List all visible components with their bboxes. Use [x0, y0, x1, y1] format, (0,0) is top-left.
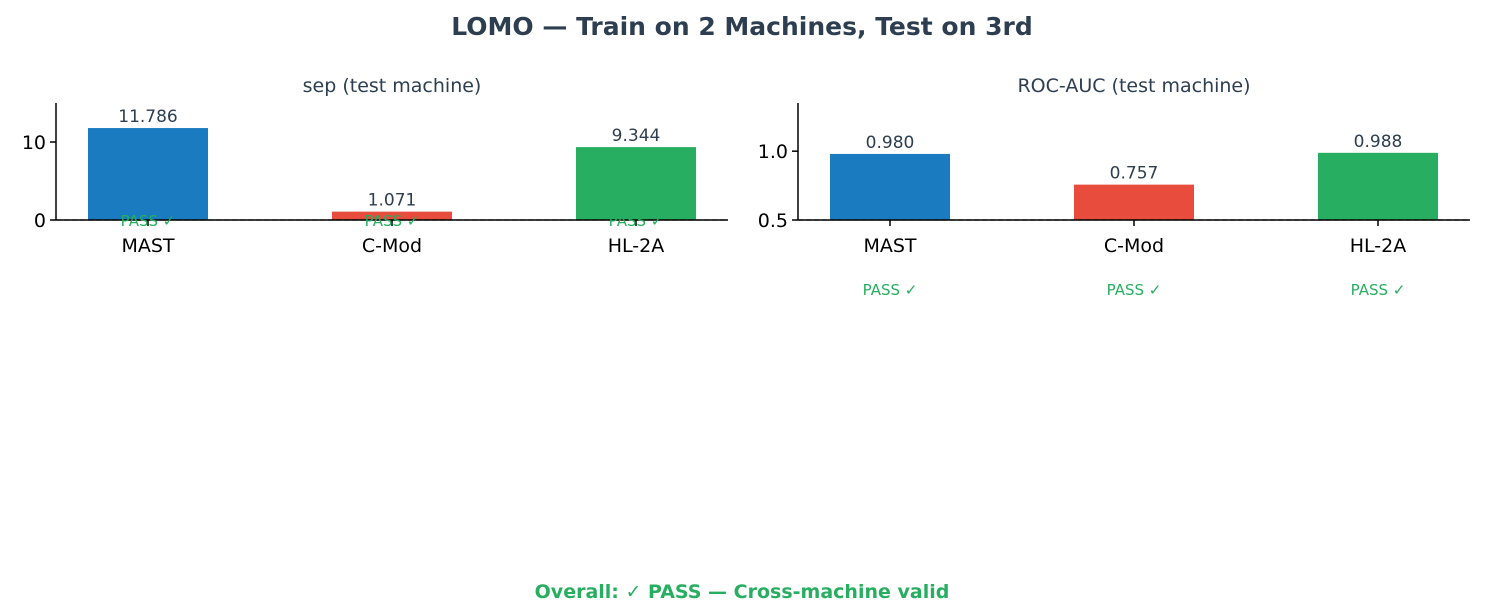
subplot-title: ROC-AUC (test machine) [1017, 75, 1250, 97]
figure-title: LOMO — Train on 2 Machines, Test on 3rd [451, 12, 1032, 41]
value-label: 0.988 [1354, 132, 1403, 152]
x-tick-label: MAST [121, 235, 174, 257]
x-tick-label: HL-2A [1350, 235, 1406, 257]
value-label: 11.786 [118, 107, 177, 127]
value-label: 1.071 [368, 191, 417, 211]
overall-status: Overall: ✓ PASS — Cross-machine valid [535, 581, 950, 603]
bar-mast [830, 153, 950, 220]
y-tick-label: 10 [22, 132, 46, 154]
x-tick-label: C-Mod [362, 235, 422, 257]
status-label: PASS ✓ [365, 212, 420, 230]
status-label: PASS ✓ [121, 212, 176, 230]
x-tick-label: C-Mod [1104, 235, 1164, 257]
bar-c-mod [332, 211, 452, 220]
bar-hl-2a [1318, 152, 1438, 220]
status-label: PASS ✓ [609, 212, 664, 230]
bar-mast [88, 128, 208, 220]
x-tick-label: HL-2A [608, 235, 664, 257]
y-tick-label: 0.5 [758, 210, 788, 232]
bar-c-mod [1074, 184, 1194, 220]
value-label: 0.980 [866, 133, 915, 153]
status-label: PASS ✓ [1351, 281, 1406, 299]
subplot-title: sep (test machine) [303, 75, 482, 97]
y-tick-label: 0 [34, 210, 46, 232]
bar-hl-2a [576, 147, 696, 220]
value-label: 0.757 [1110, 164, 1159, 184]
status-label: PASS ✓ [863, 281, 918, 299]
x-tick-label: MAST [863, 235, 916, 257]
value-label: 9.344 [612, 126, 661, 146]
status-label: PASS ✓ [1107, 281, 1162, 299]
y-tick-label: 1.0 [758, 141, 788, 163]
